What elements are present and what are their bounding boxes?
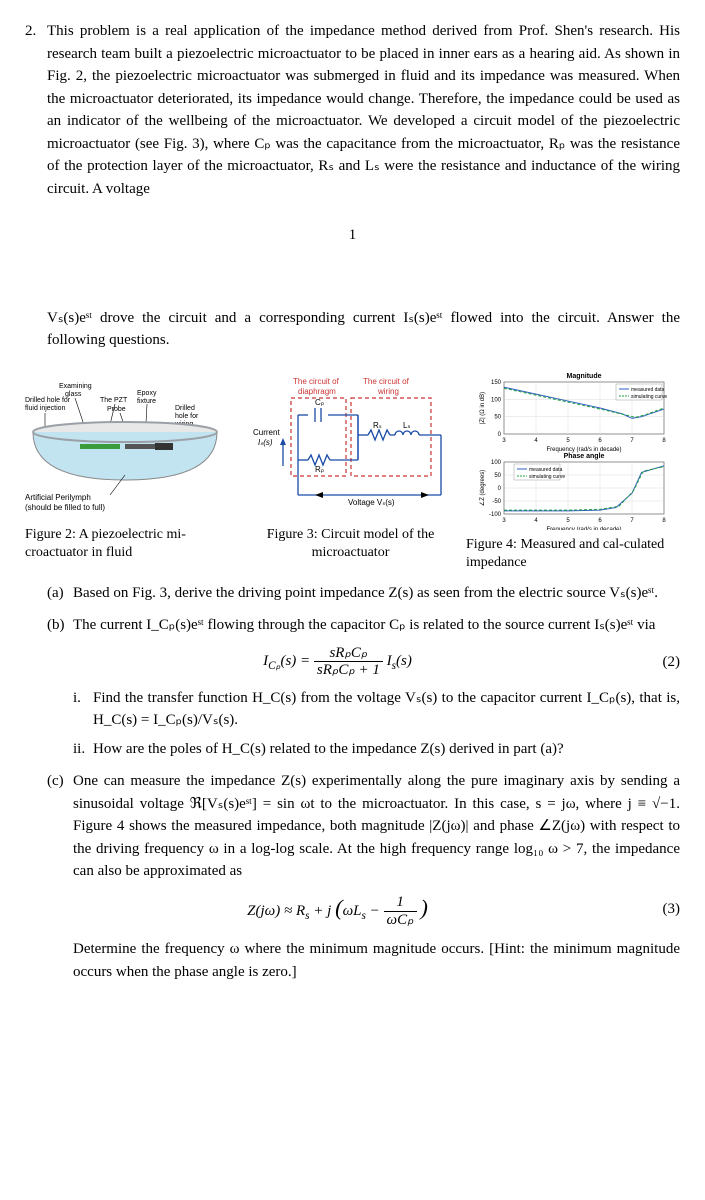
part-c: (c) One can measure the impedance Z(s) e… bbox=[47, 770, 680, 883]
figure-2: Examining glass Drilled hole for fluid i… bbox=[25, 370, 235, 562]
svg-text:0: 0 bbox=[498, 432, 502, 438]
fig2-perilymph: Artificial Perilymph bbox=[25, 493, 91, 502]
fig3-vs: Voltage Vₛ(s) bbox=[348, 498, 395, 507]
problem-intro-2: Vₛ(s)eˢᵗ drove the circuit and a corresp… bbox=[47, 307, 680, 352]
svg-text:50: 50 bbox=[494, 473, 501, 479]
problem-intro: This problem is a real application of th… bbox=[47, 20, 680, 200]
equation-2-tag: (2) bbox=[650, 651, 680, 674]
svg-text:measured data: measured data bbox=[529, 467, 563, 473]
fig2-probe-bar bbox=[80, 444, 120, 449]
problem-number: 2. bbox=[25, 20, 47, 200]
svg-text:diaphragm: diaphragm bbox=[298, 387, 336, 396]
problem-block: 2. This problem is a real application of… bbox=[25, 20, 680, 200]
page-number: 1 bbox=[25, 224, 680, 247]
fig3-rp: Rₚ bbox=[315, 465, 324, 474]
svg-text:simulating curve: simulating curve bbox=[631, 394, 667, 400]
svg-text:Iₛ(s): Iₛ(s) bbox=[258, 438, 273, 447]
fig3-ls: Lₛ bbox=[403, 421, 410, 430]
figure-3-svg: The circuit of diaphragm The circuit of … bbox=[243, 370, 458, 520]
part-c-after: Determine the frequency ω where the mini… bbox=[73, 938, 680, 983]
fig3-wires bbox=[298, 408, 441, 495]
figure-2-svg: Examining glass Drilled hole for fluid i… bbox=[25, 370, 235, 520]
part-b-ii: ii. How are the poles of H_C(s) related … bbox=[73, 738, 680, 761]
svg-text:150: 150 bbox=[491, 380, 502, 386]
svg-text:3: 3 bbox=[502, 518, 506, 524]
equation-3: Z(jω) ≈ Rs + j (ωLs − 1ωCₚ ) (3) bbox=[25, 891, 680, 929]
svg-text:∠Z (degrees): ∠Z (degrees) bbox=[479, 469, 486, 505]
svg-text:50: 50 bbox=[494, 414, 501, 420]
svg-text:|Z| (Ω in dB): |Z| (Ω in dB) bbox=[480, 391, 486, 423]
svg-text:6: 6 bbox=[598, 438, 602, 444]
part-b: (b) The current I_Cₚ(s)eˢᵗ flowing throu… bbox=[47, 614, 680, 637]
svg-text:Frequency (rad/s in decade): Frequency (rad/s in decade) bbox=[546, 527, 621, 530]
fig3-current-arrow bbox=[280, 438, 286, 445]
fig2-examining: Examining bbox=[59, 383, 92, 390]
fig3-box-wiring bbox=[351, 398, 431, 476]
svg-text:100: 100 bbox=[491, 460, 502, 466]
fig2-pzt-bar bbox=[125, 444, 155, 449]
fig3-current: Current bbox=[253, 428, 280, 437]
svg-text:4: 4 bbox=[534, 518, 538, 524]
svg-text:7: 7 bbox=[630, 438, 634, 444]
svg-text:-50: -50 bbox=[492, 499, 501, 505]
fig2-epoxy: Epoxy bbox=[137, 390, 157, 397]
svg-text:100: 100 bbox=[491, 397, 502, 403]
svg-text:8: 8 bbox=[662, 518, 666, 524]
svg-text:5: 5 bbox=[566, 518, 570, 524]
svg-text:Magnitude: Magnitude bbox=[567, 373, 602, 380]
svg-text:-100: -100 bbox=[489, 512, 502, 518]
svg-text:Phase angle: Phase angle bbox=[564, 453, 605, 460]
fig2-wiring: Drilled bbox=[175, 405, 195, 412]
svg-text:fluid injection: fluid injection bbox=[25, 405, 66, 412]
fig3-cp: Cₚ bbox=[315, 398, 324, 407]
fig2-pzt: The PZT bbox=[100, 397, 128, 404]
part-a: (a) Based on Fig. 3, derive the driving … bbox=[47, 582, 680, 605]
svg-text:3: 3 bbox=[502, 438, 506, 444]
fig2-probe: Probe bbox=[107, 406, 126, 413]
fig3-rs: Rₛ bbox=[373, 421, 382, 430]
figure-3-caption: Figure 3: Circuit model of the microactu… bbox=[243, 526, 458, 562]
figure-4-caption: Figure 4: Measured and cal-culated imped… bbox=[466, 536, 681, 572]
equation-3-tag: (3) bbox=[650, 898, 680, 921]
svg-text:0: 0 bbox=[498, 486, 502, 492]
svg-text:The circuit of: The circuit of bbox=[363, 377, 410, 386]
fig2-drilled: Drilled hole for bbox=[25, 397, 71, 404]
svg-text:8: 8 bbox=[662, 438, 666, 444]
svg-text:wiring: wiring bbox=[377, 387, 399, 396]
svg-text:4: 4 bbox=[534, 438, 538, 444]
svg-text:fixture: fixture bbox=[137, 398, 156, 405]
svg-text:6: 6 bbox=[598, 518, 602, 524]
figure-4-svg: 345678050100150MagnitudeFrequency (rad/s… bbox=[466, 370, 681, 530]
svg-text:measured data: measured data bbox=[631, 387, 665, 393]
figure-3: The circuit of diaphragm The circuit of … bbox=[243, 370, 458, 562]
part-b-i: i. Find the transfer function H_C(s) fro… bbox=[73, 687, 680, 732]
figure-2-caption: Figure 2: A piezoelectric mi-croactuator… bbox=[25, 526, 235, 562]
svg-text:5: 5 bbox=[566, 438, 570, 444]
figures-row: Examining glass Drilled hole for fluid i… bbox=[25, 370, 680, 572]
figure-4: 345678050100150MagnitudeFrequency (rad/s… bbox=[466, 370, 681, 572]
equation-2: ICₚ(s) = sRₚCₚsRₚCₚ + 1 Is(s) (2) bbox=[25, 645, 680, 679]
svg-text:simulating curve: simulating curve bbox=[529, 474, 565, 480]
svg-text:hole for: hole for bbox=[175, 413, 199, 420]
svg-text:7: 7 bbox=[630, 518, 634, 524]
svg-text:The circuit of: The circuit of bbox=[293, 377, 340, 386]
svg-text:(should be filled to full): (should be filled to full) bbox=[25, 503, 105, 512]
